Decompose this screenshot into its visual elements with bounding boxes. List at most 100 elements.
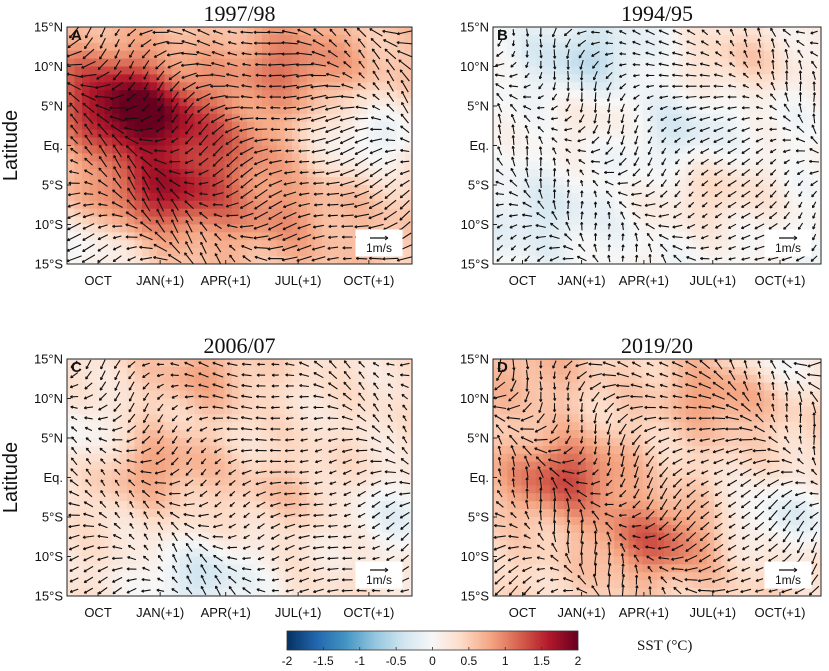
sst-cell: [307, 58, 316, 68]
sst-cell: [799, 98, 808, 107]
wind-arrowhead: [672, 106, 676, 111]
sst-cell: [692, 256, 701, 264]
sst-cell: [307, 66, 316, 75]
sst-cell: [127, 66, 136, 75]
wind-vector: [755, 127, 764, 131]
sst-cell: [74, 493, 83, 502]
x-tick-label: OCT(+1): [755, 273, 806, 288]
wind-arrowhead: [141, 55, 145, 59]
sst-cell: [756, 185, 765, 194]
panel-letter: A: [71, 27, 82, 44]
wind-vector: [241, 84, 252, 88]
sst-cell: [699, 240, 708, 249]
wind-arrowhead: [604, 170, 607, 175]
wind-vector: [771, 38, 775, 48]
wind-vector: [755, 179, 764, 187]
wind-vector: [268, 63, 283, 66]
wind-arrowhead: [283, 193, 287, 197]
wind-arrowhead: [607, 254, 611, 258]
wind-vector: [268, 169, 283, 175]
wind-arrowhead: [226, 153, 230, 157]
wind-vector: [700, 158, 709, 165]
sst-cell: [714, 185, 722, 194]
sst-cell: [157, 177, 166, 186]
sst-cell: [621, 27, 630, 36]
sst-cell: [749, 208, 758, 218]
wind-arrowhead: [254, 206, 258, 210]
wind-arrowhead: [83, 112, 87, 116]
sst-cell: [742, 121, 751, 131]
sst-cell: [763, 106, 772, 115]
sst-cell: [404, 58, 412, 68]
sst-cell: [799, 200, 808, 210]
sst-cell: [514, 224, 523, 233]
sst-cell: [389, 113, 398, 123]
sst-cell: [671, 121, 679, 131]
wind-vector: [727, 158, 737, 165]
wind-vector: [743, 50, 748, 58]
wind-arrowhead: [225, 83, 229, 88]
wind-arrowhead: [339, 193, 343, 197]
sst-cell: [262, 137, 271, 147]
wind-vector: [796, 255, 805, 262]
sst-cell: [714, 240, 722, 249]
sst-cell: [692, 161, 701, 170]
wind-vector: [354, 168, 369, 177]
sst-cell: [67, 27, 76, 36]
wind-arrowhead: [112, 224, 116, 229]
wind-vector: [701, 202, 708, 208]
sst-cell: [254, 106, 263, 115]
wind-vector: [673, 212, 682, 219]
wind-vector: [112, 189, 123, 199]
wind-vector: [605, 190, 613, 198]
wind-arrowhead: [523, 114, 527, 119]
sst-cell: [97, 98, 106, 107]
sst-cell: [74, 556, 83, 565]
wind-arrowhead: [618, 74, 623, 78]
sst-cell: [232, 113, 241, 123]
wind-arrowhead: [674, 194, 678, 198]
sst-cell: [292, 169, 301, 178]
sst-cell: [187, 161, 196, 170]
sst-cell: [97, 145, 106, 154]
wind-arrowhead: [126, 98, 130, 102]
sst-cell: [799, 34, 808, 44]
wind-arrowhead: [688, 182, 692, 186]
sst-cell: [202, 200, 211, 210]
sst-cell: [607, 177, 615, 186]
sst-cell: [269, 90, 278, 99]
sst-cell: [813, 256, 821, 264]
wind-vector: [256, 85, 266, 88]
sst-cell: [262, 153, 271, 162]
wind-vector: [387, 80, 394, 92]
sst-cell: [209, 121, 218, 131]
sst-cell: [254, 66, 263, 75]
sst-cell: [232, 169, 241, 178]
sst-cell: [217, 192, 226, 202]
wind-vector: [553, 178, 556, 188]
sst-cell: [164, 82, 173, 91]
sst-cell: [104, 98, 113, 107]
sst-cell: [112, 153, 121, 162]
sst-cell: [692, 121, 701, 131]
sst-cell: [74, 398, 83, 407]
sst-cell: [67, 208, 76, 218]
wind-arrowhead: [673, 117, 677, 121]
sst-cell: [74, 256, 83, 264]
sst-cell: [352, 121, 361, 131]
wind-arrowhead: [634, 119, 638, 123]
wind-arrowhead: [524, 258, 528, 262]
sst-cell: [187, 177, 196, 186]
sst-cell: [706, 177, 715, 186]
sst-cell: [685, 145, 694, 154]
wind-vector: [772, 60, 775, 70]
wind-arrowhead: [296, 51, 299, 55]
sst-cell: [97, 161, 106, 170]
wind-vector: [169, 81, 180, 92]
sst-cell: [571, 192, 580, 202]
wind-arrowhead: [591, 170, 595, 173]
sst-cell: [194, 113, 203, 123]
wind-arrowhead: [98, 202, 102, 207]
sst-cell: [307, 200, 316, 210]
wind-vector: [239, 156, 254, 167]
